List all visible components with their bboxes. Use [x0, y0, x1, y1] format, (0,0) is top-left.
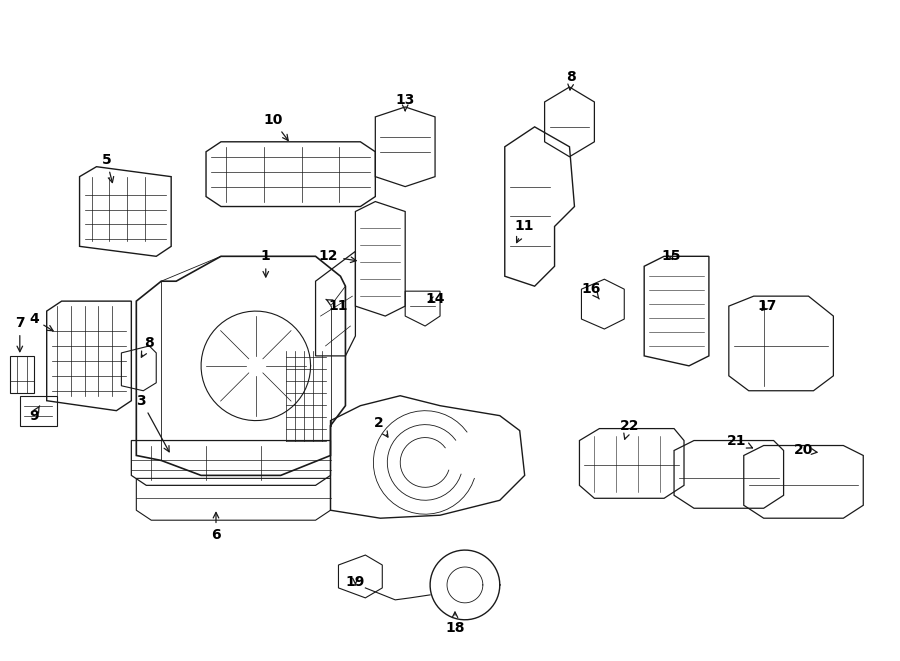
Text: 22: 22 — [619, 418, 639, 439]
Text: 4: 4 — [29, 312, 53, 330]
Text: 5: 5 — [102, 153, 113, 182]
Text: 19: 19 — [346, 575, 365, 589]
Text: 17: 17 — [757, 299, 777, 313]
Text: 2: 2 — [374, 416, 388, 437]
Text: 9: 9 — [29, 406, 40, 422]
Text: 11: 11 — [515, 219, 535, 243]
Text: 15: 15 — [662, 249, 680, 263]
Text: 18: 18 — [446, 612, 464, 635]
Text: 16: 16 — [581, 282, 601, 299]
Text: 6: 6 — [212, 512, 220, 542]
Text: 8: 8 — [141, 336, 154, 357]
Text: 1: 1 — [261, 249, 271, 277]
Text: 8: 8 — [567, 70, 576, 90]
Text: 11: 11 — [326, 299, 348, 313]
Text: 3: 3 — [137, 394, 169, 452]
Text: 21: 21 — [727, 434, 752, 448]
Text: 13: 13 — [395, 93, 415, 110]
Text: 14: 14 — [426, 292, 445, 306]
Text: 12: 12 — [319, 249, 356, 263]
Text: 20: 20 — [794, 444, 817, 457]
Text: 7: 7 — [15, 316, 24, 352]
Text: 10: 10 — [263, 113, 288, 140]
